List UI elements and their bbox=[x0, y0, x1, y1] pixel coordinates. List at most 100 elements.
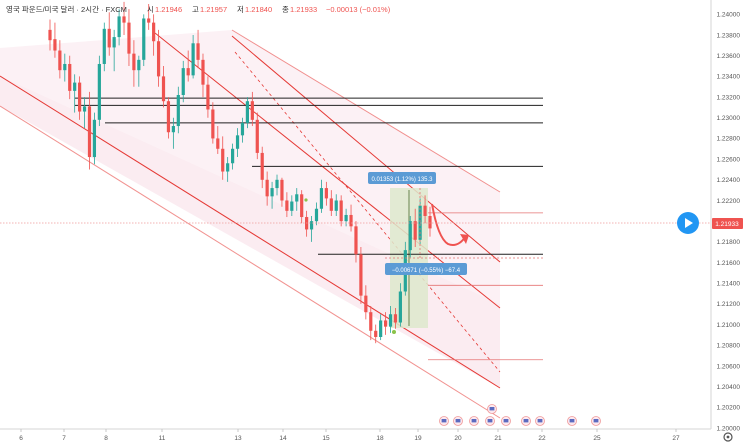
candle-body bbox=[211, 109, 215, 139]
channel-upper-line bbox=[231, 35, 501, 263]
candle-body bbox=[191, 43, 195, 76]
legend-open-value: 1.21946 bbox=[155, 5, 182, 14]
price-tick-label: 1.22200 bbox=[717, 198, 741, 205]
settings-button[interactable] bbox=[723, 432, 733, 442]
price-tick-label: 1.20200 bbox=[717, 405, 741, 412]
price-tick-label: 1.24000 bbox=[717, 12, 741, 19]
candle-body bbox=[329, 198, 333, 211]
candle-body bbox=[393, 314, 398, 323]
candle-body bbox=[230, 148, 235, 164]
candle-body bbox=[240, 122, 245, 136]
candle-body bbox=[117, 16, 121, 38]
candle-body bbox=[423, 205, 427, 216]
candle-body bbox=[127, 22, 131, 54]
candle-body bbox=[107, 28, 111, 48]
event-flag-icon[interactable] bbox=[453, 416, 463, 426]
channel-mid-line bbox=[154, 32, 501, 309]
candle-body bbox=[255, 119, 259, 153]
price-tick-label: 1.23800 bbox=[717, 32, 741, 39]
candle-body bbox=[354, 226, 358, 255]
time-tick-label: 11 bbox=[159, 435, 166, 442]
price-tick-label: 1.23200 bbox=[717, 94, 741, 101]
price-tick-label: 1.21400 bbox=[717, 281, 741, 288]
candle-body bbox=[82, 106, 87, 112]
candle-body bbox=[344, 214, 348, 222]
candle-body bbox=[181, 68, 185, 96]
candle-body bbox=[216, 138, 220, 149]
candle-body bbox=[132, 53, 136, 71]
event-flag-icon[interactable] bbox=[591, 416, 601, 426]
legend-open-label: 시 bbox=[147, 5, 154, 14]
candle-body bbox=[221, 148, 225, 172]
time-tick-label: 18 bbox=[376, 435, 384, 442]
time-tick-label: 7 bbox=[62, 435, 66, 442]
event-flag-icon[interactable] bbox=[487, 404, 497, 414]
price-tick-label: 1.21800 bbox=[717, 239, 741, 246]
candle-marker bbox=[392, 330, 396, 334]
price-tick-label: 1.20400 bbox=[717, 384, 741, 391]
event-flags[interactable] bbox=[439, 404, 601, 426]
candle-body bbox=[280, 179, 284, 201]
candle-body bbox=[92, 119, 97, 158]
last-price-label: 1.21933 bbox=[715, 221, 739, 228]
candle-body bbox=[226, 163, 230, 172]
candle-body bbox=[73, 82, 77, 91]
candle-body bbox=[48, 29, 52, 41]
time-tick-label: 6 bbox=[19, 435, 23, 442]
candle-body bbox=[63, 63, 67, 71]
legend-symbol-title: 영국 파운드/미국 달러 · 2시간 · FXCM bbox=[6, 4, 127, 14]
candle-body bbox=[68, 63, 72, 91]
candle-body bbox=[137, 59, 141, 71]
time-tick-label: 27 bbox=[672, 435, 680, 442]
candle-body bbox=[171, 126, 175, 133]
legend-low-value: 1.21840 bbox=[245, 5, 272, 14]
projection-arrow-head bbox=[460, 234, 469, 244]
candle-body bbox=[245, 101, 250, 123]
candle-body bbox=[339, 200, 343, 222]
candle-body bbox=[369, 312, 373, 331]
event-flag-icon[interactable] bbox=[485, 416, 495, 426]
event-flag-icon[interactable] bbox=[521, 416, 531, 426]
price-tick-label: 1.23000 bbox=[717, 115, 741, 122]
candle-body bbox=[270, 188, 274, 197]
channel-top-line bbox=[231, 29, 501, 193]
event-flag-icon[interactable] bbox=[535, 416, 545, 426]
price-tick-label: 1.22800 bbox=[717, 136, 741, 143]
candle-body bbox=[152, 22, 156, 42]
candle-body bbox=[295, 194, 299, 202]
event-flag-icon[interactable] bbox=[567, 416, 577, 426]
candle-body bbox=[206, 84, 210, 110]
legend-low-label: 저 bbox=[237, 5, 244, 14]
candle-body bbox=[334, 200, 338, 211]
candle-body bbox=[290, 201, 294, 211]
candle-body bbox=[413, 221, 417, 240]
candle-body bbox=[275, 179, 279, 189]
legend: 영국 파운드/미국 달러 · 2시간 · FXCM 시 1.21946 고 1.… bbox=[6, 4, 391, 14]
candle-body bbox=[176, 95, 180, 127]
event-flag-icon[interactable] bbox=[469, 416, 479, 426]
candle-body bbox=[428, 216, 432, 229]
candle-body bbox=[364, 295, 368, 313]
candle-body bbox=[58, 50, 62, 71]
price-tick-label: 1.23600 bbox=[717, 53, 741, 60]
candle-body bbox=[324, 188, 328, 199]
price-axis[interactable]: 1.24000 1.23800 1.23600 1.23400 1.23200 1.230… bbox=[710, 0, 741, 432]
event-flag-icon[interactable] bbox=[439, 416, 449, 426]
price-tick-label: 1.21000 bbox=[717, 322, 741, 329]
price-tick-label: 1.22400 bbox=[717, 177, 741, 184]
price-tick-label: 1.23400 bbox=[717, 74, 741, 81]
play-button[interactable] bbox=[677, 212, 699, 234]
event-flag-icon[interactable] bbox=[501, 416, 511, 426]
time-axis[interactable]: 6 7 8 11 13 14 15 18 19 20 21 22 25 27 bbox=[19, 429, 680, 442]
candle-body bbox=[260, 152, 264, 180]
time-tick-label: 13 bbox=[234, 435, 242, 442]
candle-body bbox=[161, 76, 166, 102]
candle-body bbox=[186, 68, 190, 76]
candle-body bbox=[285, 200, 289, 211]
legend-high-value: 1.21957 bbox=[200, 5, 227, 14]
candle-body bbox=[166, 101, 171, 133]
last-price-marker: 1.21933 bbox=[0, 218, 743, 229]
candle-body bbox=[102, 28, 106, 64]
